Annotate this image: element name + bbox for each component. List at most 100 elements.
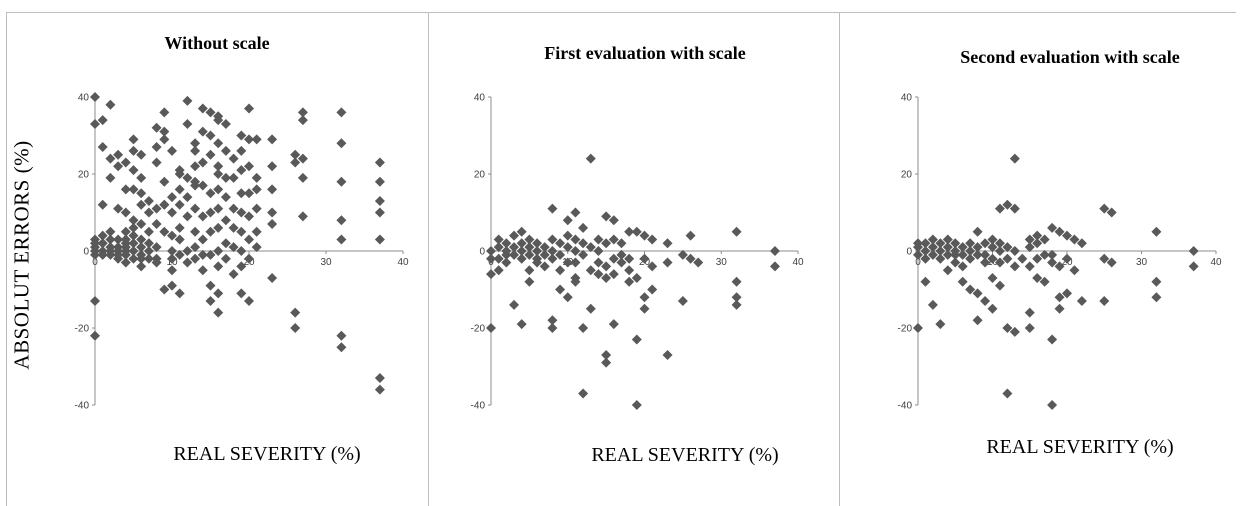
data-point bbox=[220, 253, 231, 264]
data-point bbox=[159, 284, 170, 295]
data-point bbox=[1024, 234, 1035, 245]
data-point bbox=[532, 257, 543, 268]
data-point bbox=[113, 203, 124, 214]
data-point bbox=[97, 230, 108, 241]
data-point bbox=[486, 323, 496, 333]
data-point bbox=[336, 342, 347, 353]
data-point bbox=[593, 234, 604, 245]
data-point bbox=[1009, 246, 1020, 256]
data-point bbox=[90, 330, 100, 341]
data-point bbox=[1188, 246, 1199, 256]
data-point bbox=[374, 384, 385, 395]
data-point bbox=[228, 242, 239, 253]
data-point bbox=[128, 246, 139, 256]
data-point bbox=[336, 330, 347, 341]
data-point bbox=[927, 234, 938, 245]
data-point bbox=[547, 323, 558, 333]
data-point bbox=[159, 176, 170, 187]
data-point bbox=[913, 238, 923, 249]
data-point bbox=[197, 126, 208, 137]
x-tick-label: 40 bbox=[792, 257, 804, 268]
data-point bbox=[1002, 253, 1013, 264]
data-point bbox=[136, 234, 147, 245]
data-point bbox=[136, 199, 147, 210]
data-point bbox=[501, 249, 512, 260]
data-point bbox=[731, 276, 742, 287]
data-point bbox=[1039, 234, 1050, 245]
data-point bbox=[578, 222, 589, 233]
data-point bbox=[374, 373, 385, 384]
data-point bbox=[143, 226, 154, 237]
data-point bbox=[297, 153, 308, 164]
data-point bbox=[136, 172, 147, 183]
data-point bbox=[631, 226, 642, 237]
data-point bbox=[980, 296, 991, 307]
data-point bbox=[1002, 323, 1013, 333]
data-point bbox=[105, 99, 116, 110]
data-point bbox=[128, 145, 139, 156]
data-point bbox=[608, 319, 619, 330]
data-point bbox=[972, 315, 983, 326]
data-point bbox=[90, 238, 100, 249]
data-point bbox=[731, 299, 742, 310]
data-point bbox=[167, 265, 177, 276]
panel-1-x-axis-label: REAL SEVERITY (%) bbox=[173, 443, 361, 465]
data-point bbox=[1106, 207, 1117, 218]
data-point bbox=[151, 219, 162, 230]
data-point bbox=[290, 149, 301, 160]
data-point bbox=[1151, 292, 1162, 303]
data-point bbox=[516, 319, 527, 330]
data-point bbox=[593, 257, 604, 268]
data-point bbox=[601, 357, 612, 368]
x-tick-label: 30 bbox=[320, 257, 332, 268]
data-point bbox=[516, 238, 527, 249]
data-point bbox=[509, 249, 520, 260]
data-point bbox=[994, 246, 1005, 256]
data-point bbox=[516, 253, 527, 264]
data-point bbox=[136, 188, 147, 199]
data-point bbox=[562, 292, 573, 303]
data-point bbox=[532, 246, 543, 256]
data-point bbox=[965, 253, 976, 264]
data-point bbox=[570, 257, 581, 268]
panel-divider-1 bbox=[428, 12, 429, 506]
data-point bbox=[486, 253, 496, 264]
data-point bbox=[236, 226, 247, 237]
data-point bbox=[601, 261, 612, 272]
data-point bbox=[1024, 242, 1035, 253]
data-point bbox=[1032, 272, 1043, 283]
data-point bbox=[1054, 261, 1065, 272]
x-tick-label: 40 bbox=[397, 257, 409, 268]
data-point bbox=[136, 242, 147, 253]
data-point bbox=[593, 246, 604, 256]
data-point bbox=[120, 257, 131, 268]
data-point bbox=[980, 257, 991, 268]
data-point bbox=[570, 234, 581, 245]
data-point bbox=[950, 257, 961, 268]
data-point bbox=[128, 215, 139, 226]
data-point bbox=[1062, 288, 1072, 299]
data-point bbox=[1047, 222, 1058, 233]
data-point bbox=[1047, 257, 1058, 268]
x-tick-label: 30 bbox=[716, 257, 728, 268]
x-tick-label: 0 bbox=[915, 257, 921, 268]
data-point bbox=[205, 249, 216, 260]
data-point bbox=[493, 234, 504, 245]
data-point bbox=[167, 253, 177, 264]
data-point bbox=[942, 242, 953, 253]
data-point bbox=[1002, 388, 1013, 399]
y-tick-label: -20 bbox=[75, 324, 90, 335]
data-point bbox=[182, 192, 193, 203]
y-tick-label: -20 bbox=[471, 324, 486, 335]
data-point bbox=[244, 134, 254, 145]
data-point bbox=[213, 169, 224, 179]
data-point bbox=[957, 276, 968, 287]
data-point bbox=[128, 184, 139, 195]
data-point bbox=[501, 257, 512, 268]
data-point bbox=[972, 242, 983, 253]
data-point bbox=[927, 249, 938, 260]
data-point bbox=[1054, 226, 1065, 237]
data-point bbox=[182, 257, 193, 268]
